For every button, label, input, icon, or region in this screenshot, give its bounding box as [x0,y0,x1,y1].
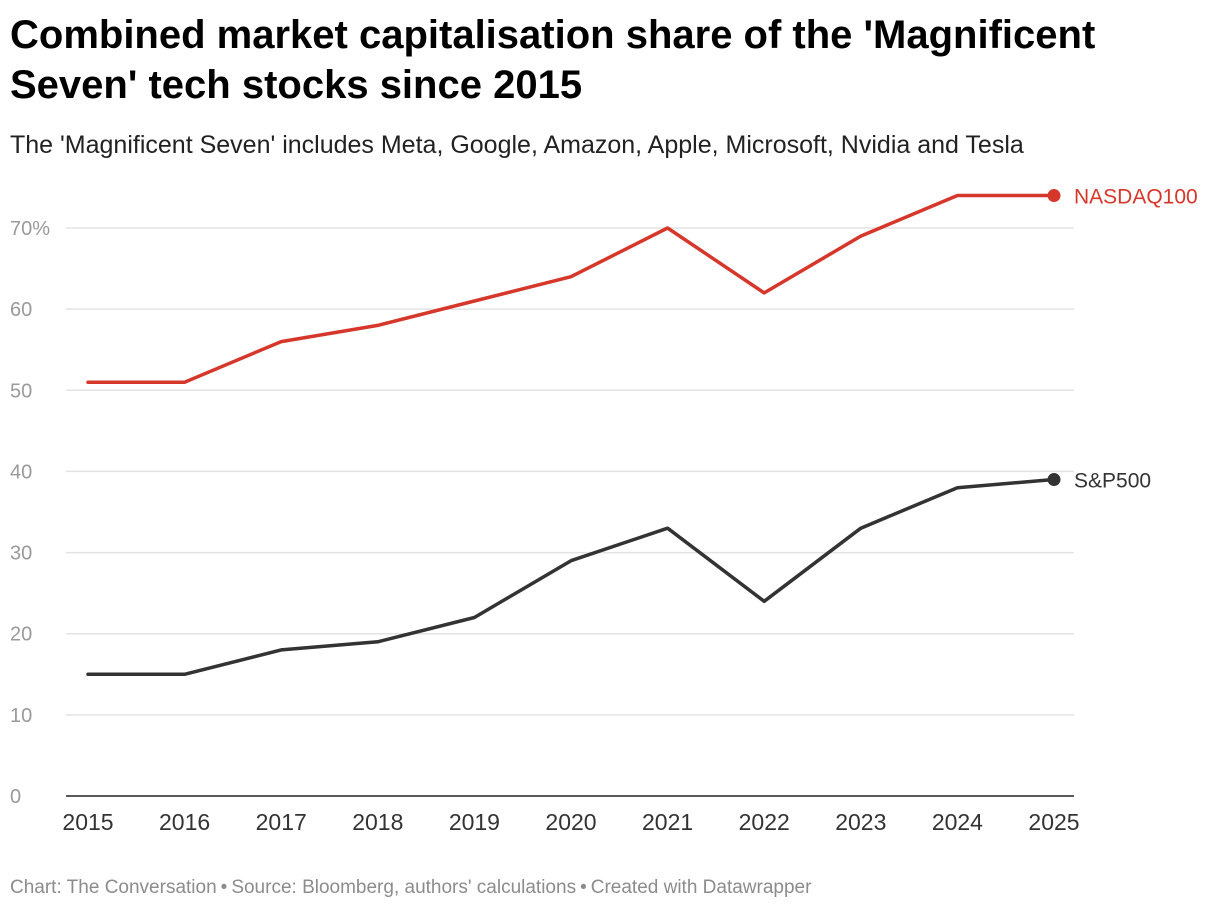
source-note: Source: Bloomberg, authors' calculations [231,877,577,898]
y-tick-label: 0 [10,786,21,808]
series-lines: NASDAQ100 S&P500 [86,186,1198,677]
chart-subtitle: The 'Magnificent Seven' includes Meta, G… [10,131,1024,159]
x-tick-label: 2017 [256,809,307,835]
series-endpoint-nasdaq100 [1047,189,1061,203]
series-label-s-p500: S&P500 [1074,470,1151,493]
y-tick-label: 50 [10,380,32,402]
y-tick-label: 20 [10,624,32,646]
x-tick-label: 2019 [449,809,500,835]
x-tick-label: 2018 [352,809,403,835]
series-line-s-p500 [86,477,1056,677]
x-tick-label: 2020 [545,809,596,835]
created-with-note: Created with Datawrapper [590,877,812,898]
footer-separator: • [220,877,228,898]
series-endpoint-s-p500 [1047,473,1061,487]
x-tick-label: 2015 [62,809,113,835]
x-tick-label: 2016 [159,809,210,835]
y-tick-label: 60 [10,299,32,321]
x-axis-ticks: 2015 2016 2017 2018 2019 2020 2021 2022 2023 2024… [62,809,1079,835]
footer-separator: • [580,877,587,898]
y-axis-ticks: 0 10 20 30 40 50 60 70% [10,218,50,808]
gridlines [66,227,1074,716]
y-tick-label: 10 [10,705,32,727]
y-tick-label: 30 [10,543,32,565]
series-label-nasdaq100: NASDAQ100 [1074,186,1198,209]
x-tick-label: 2025 [1028,809,1079,835]
x-tick-label: 2022 [739,809,790,835]
y-tick-label: 70% [10,218,50,240]
y-tick-label: 40 [10,461,32,483]
chart-title: Combined market capitalisation share of … [10,13,1096,107]
series-line-nasdaq100 [86,193,1056,384]
x-tick-label: 2023 [835,809,886,835]
x-tick-label: 2021 [642,809,693,835]
chart-credit: Chart: The Conversation [10,877,217,898]
x-tick-label: 2024 [932,809,983,835]
chart-footer: Chart: The Conversation • Source: Bloomber… [10,875,811,901]
